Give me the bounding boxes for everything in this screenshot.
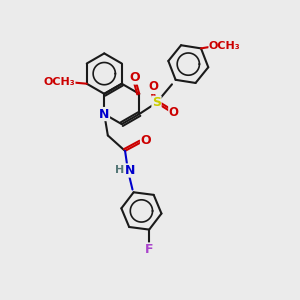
Text: F: F [145, 243, 153, 256]
Text: O: O [141, 134, 151, 147]
Text: O: O [169, 106, 179, 119]
Text: OCH₃: OCH₃ [43, 77, 75, 87]
Text: O: O [130, 71, 140, 84]
Text: S: S [152, 96, 161, 109]
Text: OCH₃: OCH₃ [209, 41, 241, 51]
Text: N: N [125, 164, 136, 177]
Text: O: O [148, 80, 158, 94]
Text: N: N [99, 107, 110, 121]
Text: H: H [115, 165, 124, 175]
